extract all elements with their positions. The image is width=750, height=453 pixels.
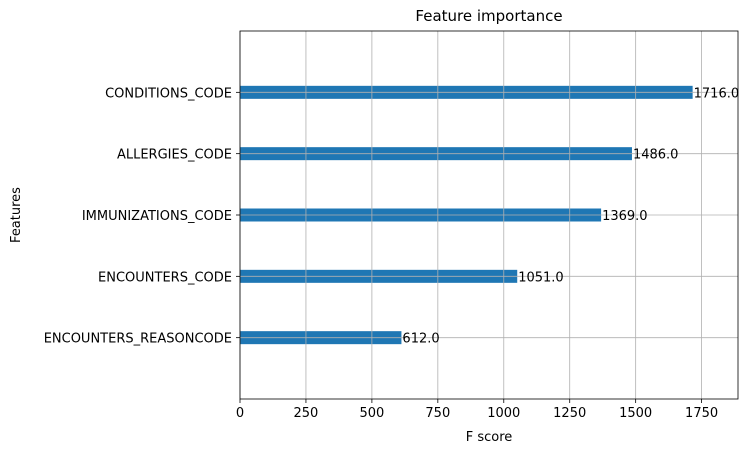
y-tick-label: CONDITIONS_CODE [105, 86, 232, 101]
chart-title: Feature importance [415, 7, 562, 25]
y-axis-label: Features [9, 187, 24, 243]
x-tick-label: 750 [425, 406, 450, 421]
x-axis-label: F score [466, 430, 513, 445]
y-tick-label: ENCOUNTERS_REASONCODE [44, 332, 232, 347]
x-tick-label: 1750 [685, 406, 718, 421]
y-tick-label: ALLERGIES_CODE [117, 148, 232, 163]
bar-value-label: 612.0 [402, 332, 439, 347]
value-labels: 1716.0 1486.0 1369.0 1051.0 612.0 [402, 86, 739, 346]
y-tick-label: IMMUNIZATIONS_CODE [82, 209, 232, 224]
x-tick-label: 500 [359, 406, 384, 421]
bar-value-label: 1716.0 [694, 86, 740, 101]
x-tick-label: 1250 [553, 406, 586, 421]
x-axis-ticks: 0 250 500 750 1000 1250 1500 1750 [236, 399, 718, 421]
gridlines [239, 31, 738, 399]
x-tick-label: 0 [236, 406, 244, 421]
bar-value-label: 1369.0 [602, 209, 648, 224]
x-tick-label: 1500 [619, 406, 652, 421]
y-tick-label: ENCOUNTERS_CODE [98, 270, 232, 285]
x-tick-label: 1000 [487, 406, 520, 421]
x-tick-label: 250 [294, 406, 319, 421]
bar-value-label: 1486.0 [633, 148, 679, 163]
y-axis-ticks: CONDITIONS_CODE ALLERGIES_CODE IMMUNIZATIO… [44, 86, 240, 347]
bar-value-label: 1051.0 [518, 270, 564, 285]
